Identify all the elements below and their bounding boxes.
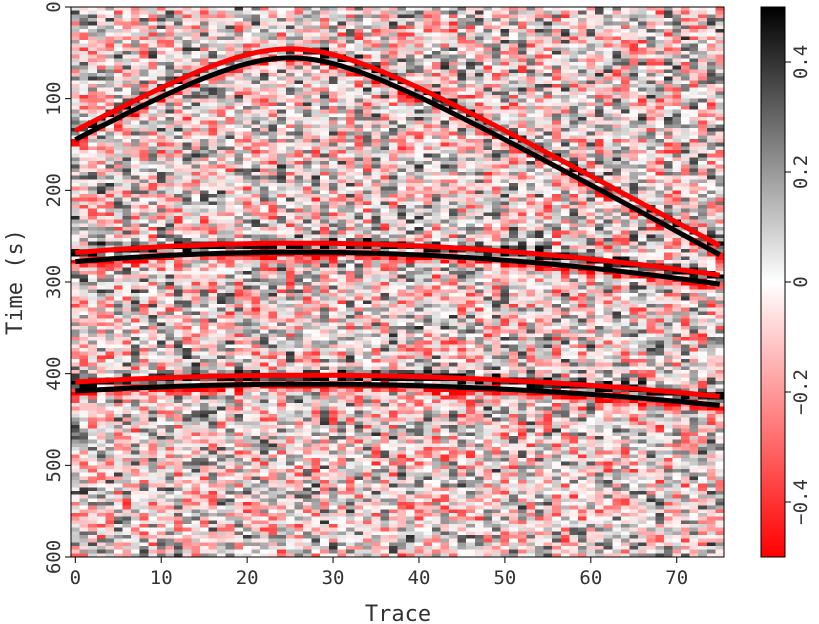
seismic-image: [71, 7, 724, 557]
y-tick-label: 100: [43, 82, 65, 116]
y-tick-label: 500: [43, 448, 65, 482]
x-tick-label: 30: [322, 567, 345, 589]
x-tick-label: 10: [150, 567, 173, 589]
colorbar-tick-label: 0: [790, 276, 812, 287]
event-deep-reflection-peak: [75, 381, 720, 408]
y-tick-label: 400: [43, 357, 65, 391]
seismic-panel: [71, 7, 724, 557]
colorbar: [760, 6, 786, 558]
x-tick-label: 60: [579, 567, 602, 589]
y-axis-title: Time (s): [3, 229, 28, 335]
y-tick-label: 300: [43, 265, 65, 299]
x-tick-label: 40: [408, 567, 431, 589]
event-middle-reflection-peak: [75, 249, 721, 287]
x-tick-label: 20: [236, 567, 259, 589]
x-axis-title: Trace: [365, 602, 431, 624]
colorbar-axis: 0.4 0.2 0 −0.2 −0.4: [785, 45, 812, 525]
colorbar-tick-label: −0.2: [790, 369, 812, 415]
x-axis: 0 10 20 30 40 50 60 70: [70, 557, 688, 589]
y-tick-label: 600: [43, 540, 65, 574]
event-shallow-hyperbola-peak: [74, 55, 721, 257]
y-axis: 0 100 200 300 400 500 600: [43, 1, 71, 574]
x-tick-label: 50: [493, 567, 516, 589]
colorbar-tick-label: −0.4: [790, 479, 812, 525]
colorbar-tick-label: 0.2: [790, 155, 812, 189]
x-tick-label: 70: [665, 567, 688, 589]
event-middle-reflection: [75, 240, 721, 278]
event-deep-reflection: [75, 372, 720, 399]
colorbar-tick-label: 0.4: [790, 45, 812, 79]
y-tick-label: 0: [43, 1, 65, 12]
x-tick-label: 0: [70, 567, 81, 589]
event-shallow-hyperbola: [74, 46, 721, 248]
y-tick-label: 200: [43, 173, 65, 207]
